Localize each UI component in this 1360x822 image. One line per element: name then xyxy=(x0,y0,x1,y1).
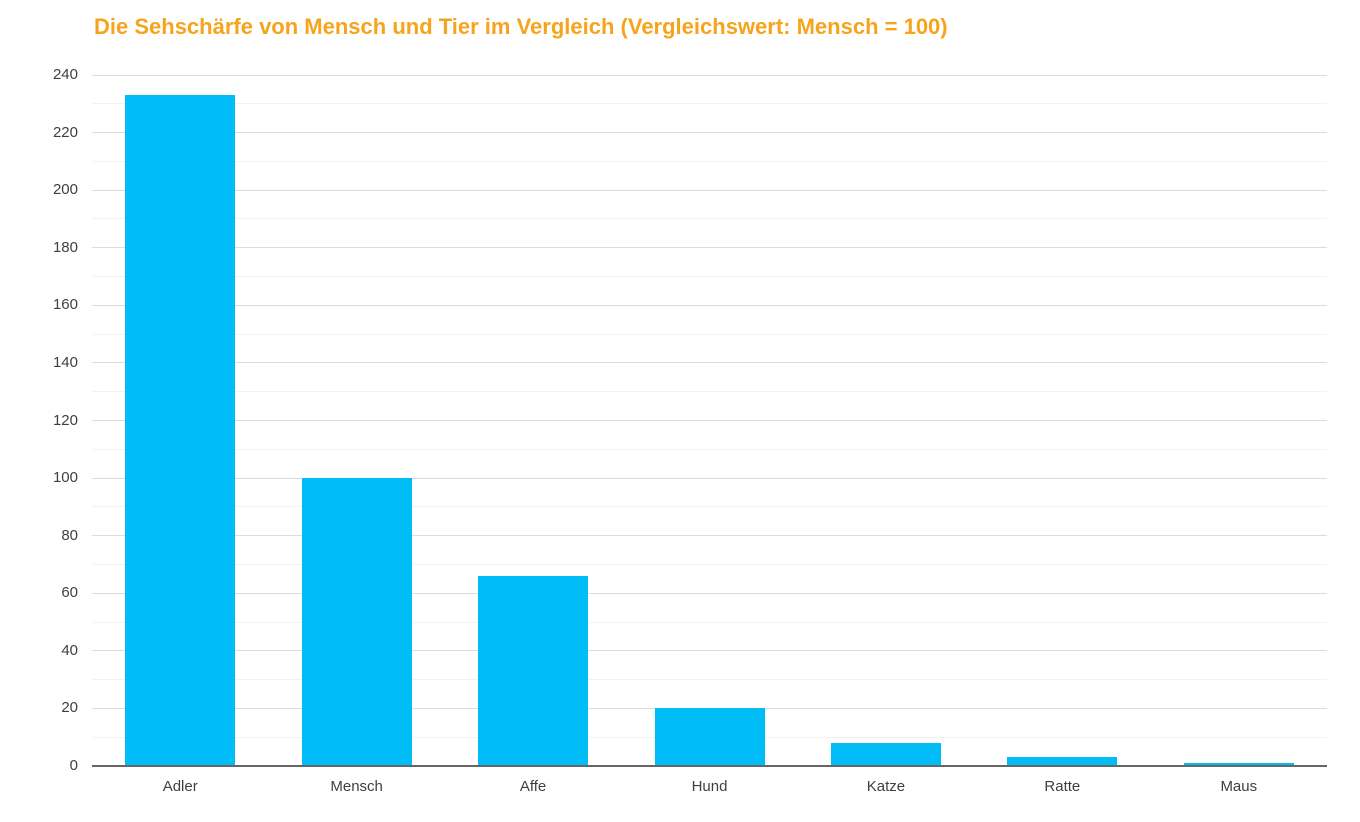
x-axis-baseline xyxy=(92,765,1327,767)
y-axis-tick-label: 120 xyxy=(52,411,78,429)
minor-gridline xyxy=(92,448,1327,450)
y-axis-tick-label: 60 xyxy=(61,584,78,602)
y-axis-tick-label: 160 xyxy=(52,296,78,314)
major-gridline xyxy=(92,650,1327,652)
y-axis-tick-label: 220 xyxy=(52,123,78,141)
bar-mensch xyxy=(301,478,412,766)
bars xyxy=(92,75,1327,766)
minor-gridline xyxy=(92,160,1327,162)
bar-adler xyxy=(125,95,236,766)
x-axis-category-label: Katze xyxy=(866,778,906,795)
minor-gridline xyxy=(92,621,1327,623)
x-axis-category-label: Affe xyxy=(519,778,547,795)
major-gridline xyxy=(92,189,1327,191)
major-gridline xyxy=(92,535,1327,537)
major-gridline xyxy=(92,592,1327,594)
y-axis-tick-label: 80 xyxy=(61,526,78,544)
x-axis-category-label: Ratte xyxy=(1044,778,1081,795)
y-axis-tick-label: 240 xyxy=(52,66,78,83)
y-axis-tick-label: 0 xyxy=(69,757,78,774)
y-axis-tick-label: 100 xyxy=(52,469,78,487)
x-axis-category-label: Mensch xyxy=(330,778,383,795)
minor-gridline xyxy=(92,563,1327,565)
x-axis-category-label: Adler xyxy=(162,778,198,795)
minor-gridline xyxy=(92,218,1327,220)
x-axis-category-label: Maus xyxy=(1220,778,1258,795)
major-gridline xyxy=(92,420,1327,421)
minor-gridline xyxy=(92,276,1327,278)
bar-hund xyxy=(654,708,765,766)
major-gridline xyxy=(92,477,1327,479)
minor-gridline xyxy=(92,103,1327,105)
minor-gridline xyxy=(92,679,1327,681)
major-gridline xyxy=(92,304,1327,306)
y-axis-tick-label: 20 xyxy=(61,699,78,717)
chart-title: Die Sehschärfe von Mensch und Tier im Ve… xyxy=(94,14,948,39)
major-gridline xyxy=(92,132,1327,134)
y-axis-tick-label: 40 xyxy=(61,641,78,659)
y-axis-tick-label: 200 xyxy=(52,181,78,199)
minor-gridline xyxy=(92,333,1327,335)
major-gridline xyxy=(92,362,1327,364)
y-axis-tick-label: 180 xyxy=(52,238,78,256)
bar-ratte xyxy=(1007,757,1118,766)
x-axis-category-label: Hund xyxy=(691,778,728,795)
minor-gridline xyxy=(92,391,1327,393)
plot-area xyxy=(92,74,1327,767)
bar-katze xyxy=(830,742,941,766)
major-gridline xyxy=(92,247,1327,249)
y-axis-tick-label: 140 xyxy=(52,353,78,371)
bar-affe xyxy=(478,575,589,766)
major-gridline xyxy=(92,74,1327,76)
minor-gridline xyxy=(92,506,1327,508)
bar-maus xyxy=(1183,763,1294,766)
